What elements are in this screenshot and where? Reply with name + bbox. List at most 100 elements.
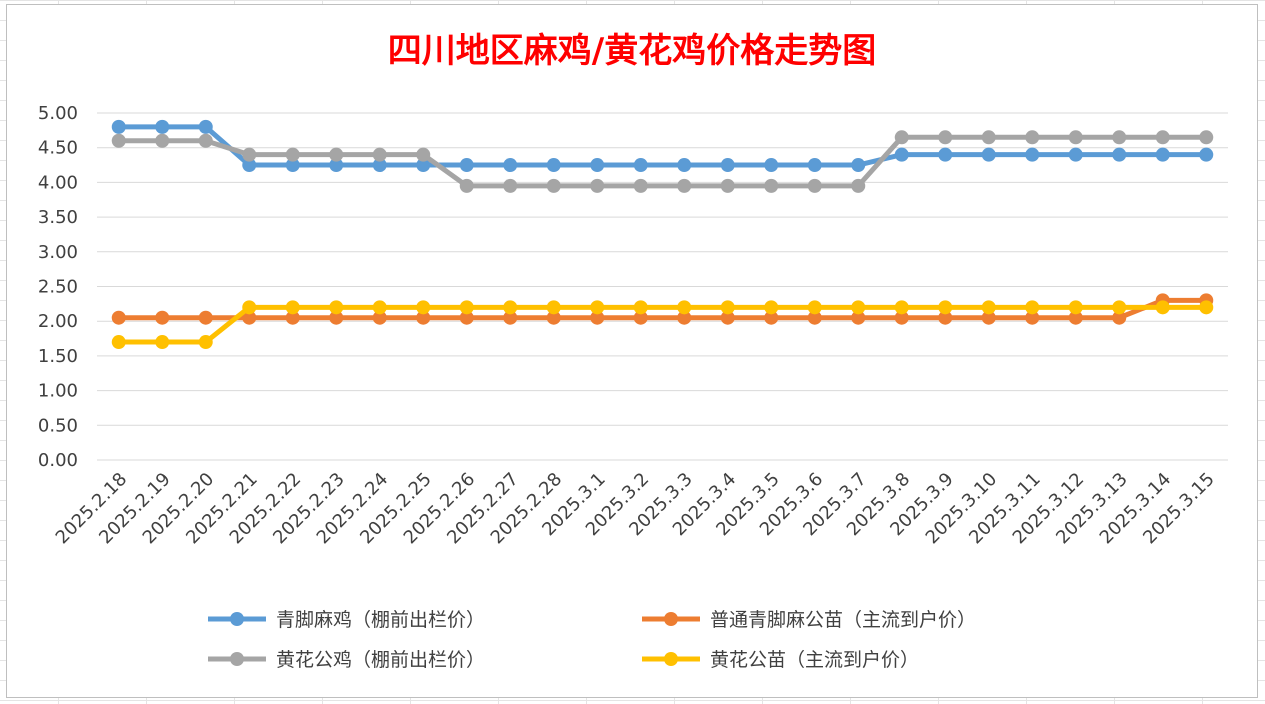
data-point — [633, 310, 648, 325]
data-point — [851, 300, 866, 315]
data-point — [546, 300, 561, 315]
data-point — [720, 310, 735, 325]
legend-label: 黄花公苗（主流到户价） — [710, 649, 919, 671]
legend-item[interactable]: 普通青脚麻公苗（主流到户价） — [642, 609, 976, 631]
series-lines — [111, 119, 1214, 350]
legend-label: 青脚麻鸡（棚前出栏价） — [276, 609, 485, 631]
series-line — [118, 297, 1207, 321]
data-point — [546, 158, 561, 173]
data-point — [155, 310, 170, 325]
data-point — [416, 147, 431, 162]
legend-item[interactable]: 黄花公苗（主流到户价） — [642, 649, 919, 671]
data-point — [633, 158, 648, 173]
data-point — [894, 300, 909, 315]
data-point — [720, 300, 735, 315]
y-tick-label: 0.00 — [38, 450, 78, 471]
data-point — [764, 310, 779, 325]
data-point — [938, 130, 953, 145]
series-1 — [111, 119, 1214, 173]
data-point — [372, 310, 387, 325]
data-point — [720, 178, 735, 193]
data-point — [981, 147, 996, 162]
data-point — [242, 147, 257, 162]
legend-item[interactable]: 青脚麻鸡（棚前出栏价） — [208, 609, 485, 631]
data-point — [416, 310, 431, 325]
data-point — [198, 133, 213, 148]
data-point — [981, 130, 996, 145]
data-point — [503, 300, 518, 315]
y-tick-label: 2.00 — [38, 311, 78, 332]
data-point — [720, 158, 735, 173]
data-point — [851, 310, 866, 325]
data-point — [851, 178, 866, 193]
data-point — [242, 300, 257, 315]
data-point — [372, 147, 387, 162]
data-point — [807, 158, 822, 173]
data-point — [677, 178, 692, 193]
data-point — [111, 133, 126, 148]
legend-marker — [230, 612, 244, 626]
data-point — [981, 300, 996, 315]
data-point — [329, 300, 344, 315]
data-point — [938, 147, 953, 162]
legend-label: 黄花公鸡（棚前出栏价） — [276, 649, 485, 671]
data-point — [285, 310, 300, 325]
data-point — [764, 178, 779, 193]
chart-area[interactable] — [6, 4, 1258, 698]
y-tick-label: 5.00 — [38, 103, 78, 124]
data-point — [677, 300, 692, 315]
chart-title: 四川地区麻鸡/黄花鸡价格走势图 — [388, 31, 876, 71]
data-point — [894, 147, 909, 162]
x-axis-ticks: 2025.2.182025.2.192025.2.202025.2.212025… — [52, 469, 1219, 549]
data-point — [677, 158, 692, 173]
y-tick-label: 1.00 — [38, 381, 78, 402]
data-point — [503, 158, 518, 173]
y-tick-label: 4.50 — [38, 138, 78, 159]
data-point — [1155, 130, 1170, 145]
data-point — [198, 335, 213, 350]
legend-label: 普通青脚麻公苗（主流到户价） — [710, 609, 976, 631]
data-point — [807, 300, 822, 315]
data-point — [590, 158, 605, 173]
data-point — [851, 158, 866, 173]
data-point — [1025, 147, 1040, 162]
data-point — [1068, 130, 1083, 145]
data-point — [590, 300, 605, 315]
data-point — [111, 119, 126, 134]
data-point — [329, 147, 344, 162]
data-point — [1025, 300, 1040, 315]
data-point — [242, 158, 257, 173]
data-point — [1025, 310, 1040, 325]
series-4 — [111, 300, 1214, 350]
data-point — [1068, 147, 1083, 162]
data-point — [1199, 147, 1214, 162]
data-point — [155, 133, 170, 148]
y-tick-label: 1.50 — [38, 346, 78, 367]
data-point — [459, 178, 474, 193]
data-point — [546, 178, 561, 193]
legend-item[interactable]: 黄花公鸡（棚前出栏价） — [208, 649, 485, 671]
y-tick-label: 0.50 — [38, 415, 78, 436]
data-point — [633, 178, 648, 193]
legend: 青脚麻鸡（棚前出栏价） 普通青脚麻公苗（主流到户价） 黄花公鸡（棚前出栏价） 黄花公苗… — [208, 609, 976, 671]
legend-marker — [230, 652, 244, 666]
data-point — [372, 158, 387, 173]
data-point — [764, 300, 779, 315]
data-point — [546, 310, 561, 325]
data-point — [633, 300, 648, 315]
data-point — [1112, 147, 1127, 162]
data-point — [1112, 310, 1127, 325]
data-point — [1155, 300, 1170, 315]
data-point — [285, 300, 300, 315]
data-point — [285, 158, 300, 173]
data-point — [1112, 300, 1127, 315]
data-point — [894, 130, 909, 145]
data-point — [1025, 130, 1040, 145]
data-point — [1068, 310, 1083, 325]
data-point — [111, 335, 126, 350]
data-point — [764, 158, 779, 173]
y-axis-ticks: 0.00 0.50 1.00 1.50 2.00 2.50 3.00 3.50 4.00 4.50… — [38, 103, 78, 471]
y-tick-label: 2.50 — [38, 277, 78, 298]
data-point — [459, 300, 474, 315]
